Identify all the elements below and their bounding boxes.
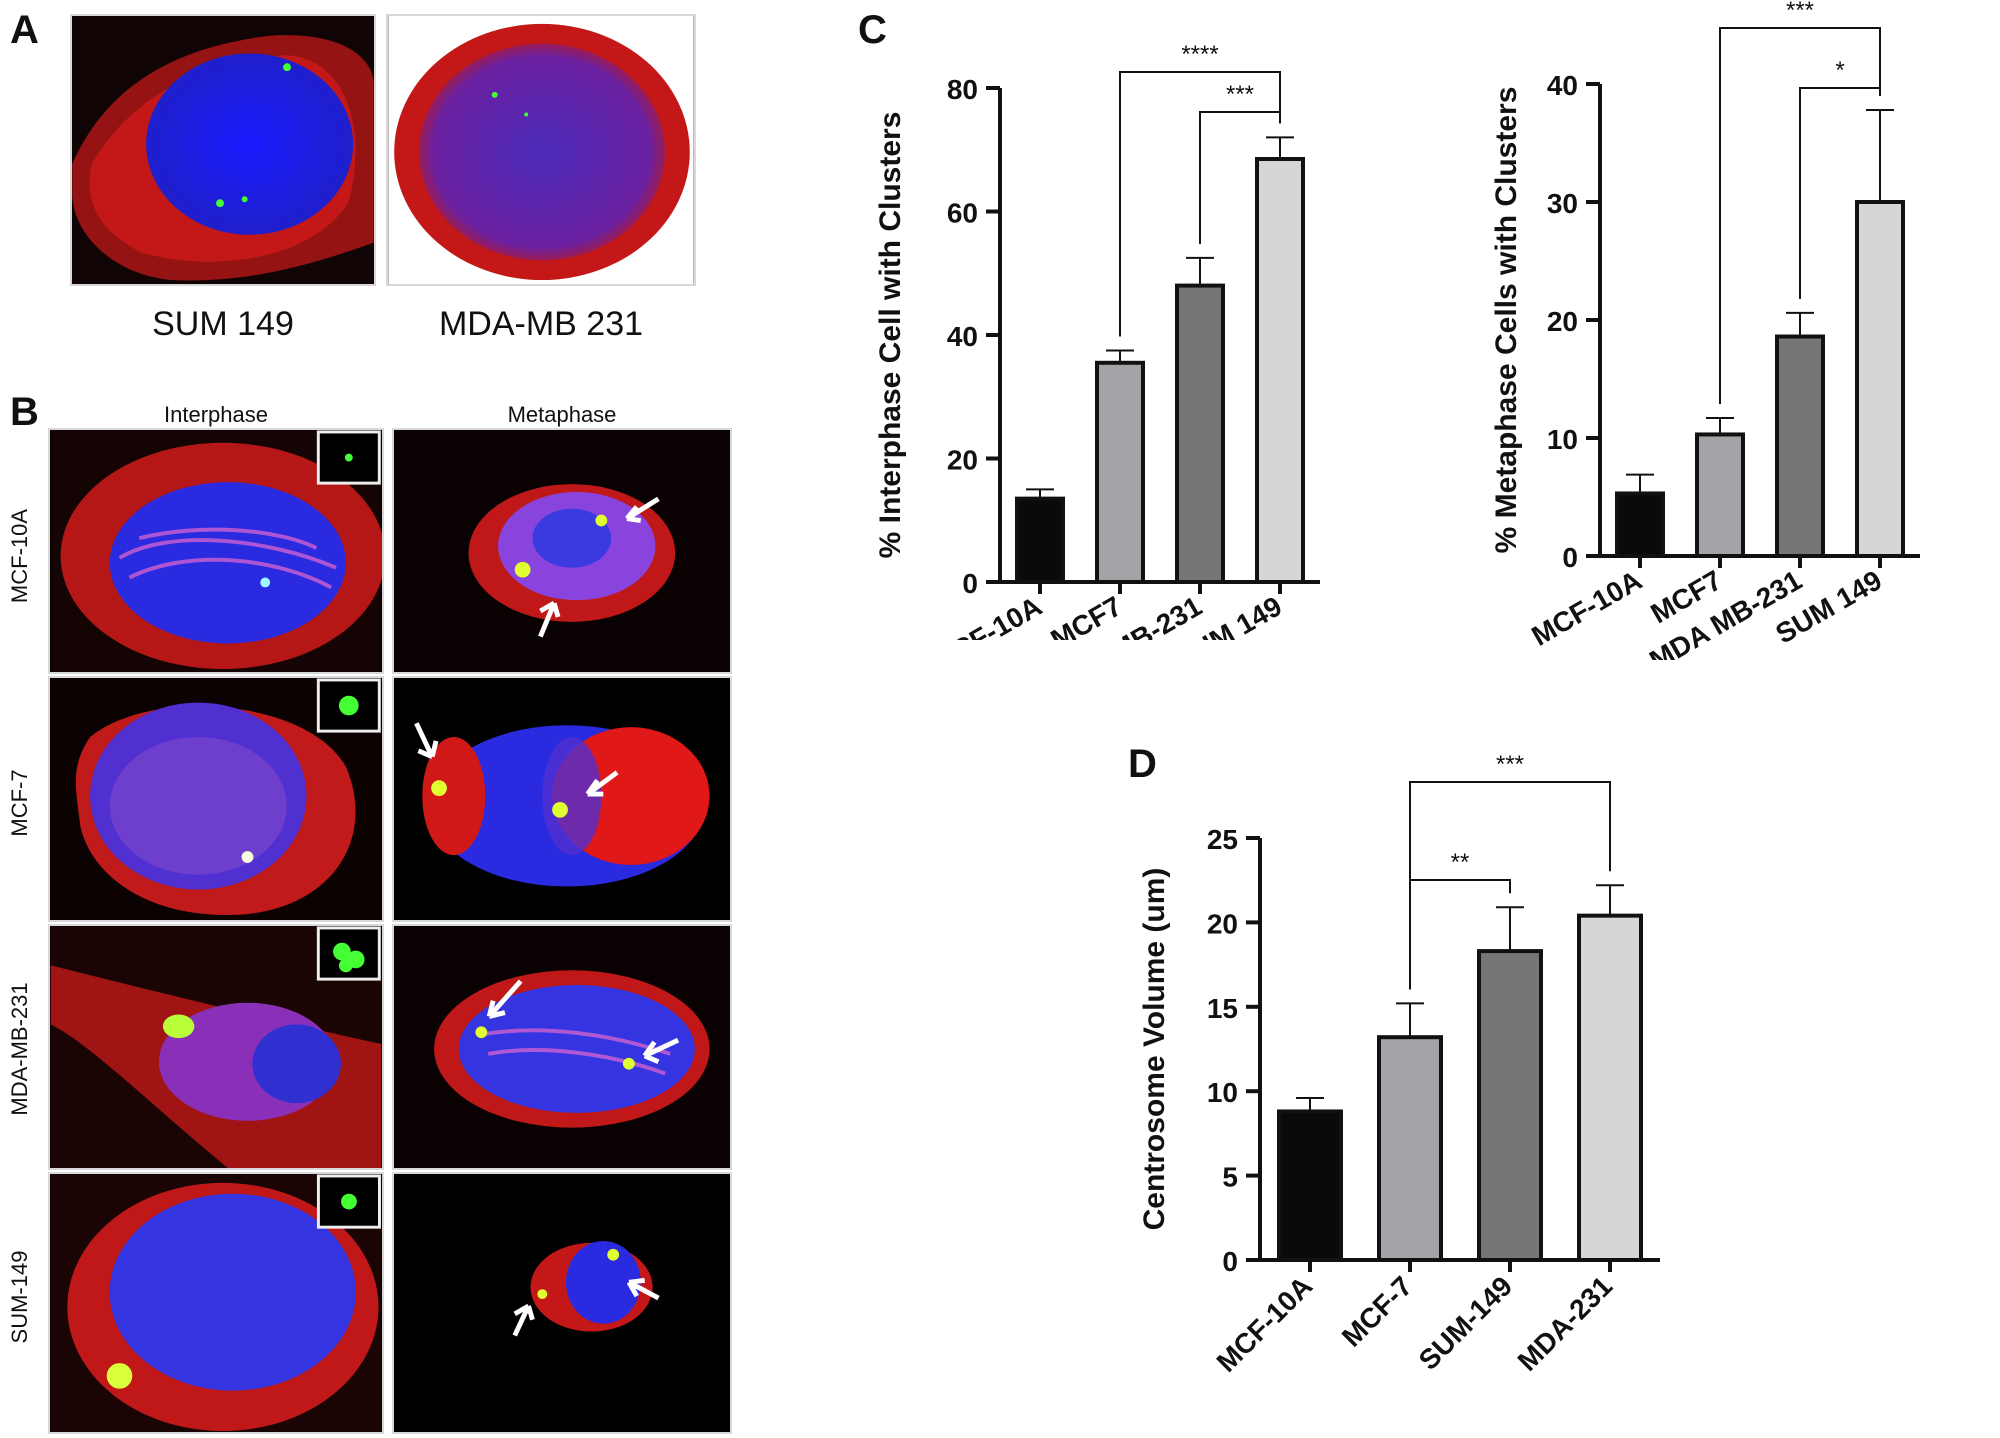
micrograph-mcf10a-interphase bbox=[48, 428, 384, 674]
y-tick-label: 20 bbox=[947, 445, 978, 476]
y-tick-label: 10 bbox=[1547, 424, 1578, 455]
y-axis-label: Centrosome Volume (um) bbox=[1138, 868, 1171, 1231]
y-tick-label: 30 bbox=[1547, 188, 1578, 219]
bar bbox=[1377, 1035, 1443, 1262]
significance-label: *** bbox=[1226, 81, 1254, 108]
y-tick-label: 20 bbox=[1207, 908, 1238, 939]
significance-bracket bbox=[1119, 71, 1281, 337]
y-axis-label: % Metaphase Cells with Clusters bbox=[1490, 87, 1523, 554]
row-label-mcf-7: MCF-7 bbox=[7, 769, 32, 837]
row-label-mcf-10a: MCF-10A bbox=[7, 508, 32, 604]
micrograph-mda-mb-231-image bbox=[388, 16, 694, 284]
column-header-interphase: Interphase bbox=[164, 402, 268, 427]
bar bbox=[1175, 283, 1225, 584]
bar bbox=[1855, 200, 1905, 558]
micrograph-sum149 bbox=[70, 14, 376, 286]
significance-label: *** bbox=[1496, 751, 1524, 778]
y-tick-label: 60 bbox=[947, 198, 978, 229]
micrograph-mcf7-metaphase-image bbox=[394, 678, 730, 920]
y-axis-label: % Interphase Cell with Clusters bbox=[874, 112, 907, 559]
x-tick-label: MCF-7 bbox=[1336, 1270, 1418, 1352]
bar bbox=[1775, 334, 1825, 558]
y-tick-label: 0 bbox=[962, 568, 978, 599]
y-tick-label: 5 bbox=[1222, 1162, 1238, 1193]
y-tick-label: 40 bbox=[947, 321, 978, 352]
chart-interphase: 0 20 40 60 80 % Interphase Cell with Clusters… bbox=[874, 41, 1320, 640]
bar bbox=[1577, 913, 1643, 1262]
micrograph-mcf10a-interphase-image bbox=[50, 430, 382, 672]
micrograph-mda-mb-231 bbox=[386, 14, 696, 286]
row-label-mda-mb-231: MDA-MB-231 bbox=[7, 982, 32, 1116]
y-tick-label: 0 bbox=[1222, 1246, 1238, 1277]
y-tick-label: 40 bbox=[1547, 70, 1578, 101]
significance-bracket bbox=[1409, 879, 1511, 990]
x-tick-label: MCF7 bbox=[1045, 590, 1127, 640]
column-header-metaphase: Metaphase bbox=[507, 402, 617, 427]
y-tick-label: 80 bbox=[947, 74, 978, 105]
bar bbox=[1277, 1109, 1343, 1262]
bar bbox=[1695, 432, 1745, 558]
y-tick-label: 20 bbox=[1547, 306, 1578, 337]
significance-bracket bbox=[1719, 27, 1881, 404]
y-tick-label: 25 bbox=[1207, 824, 1238, 855]
micrograph-mda-mb-231-interphase bbox=[48, 924, 384, 1170]
panel-b-letter: B bbox=[10, 390, 39, 434]
x-tick-label: MCF-10A bbox=[926, 590, 1047, 640]
y-tick-label: 15 bbox=[1207, 993, 1238, 1024]
bar bbox=[1255, 157, 1305, 584]
micrograph-mda-mb-231-interphase-image bbox=[50, 926, 382, 1168]
micrograph-mda-mb-231-metaphase bbox=[392, 924, 732, 1170]
panel-a-letter: A bbox=[10, 8, 39, 52]
significance-bracket bbox=[1199, 111, 1281, 244]
micrograph-mcf10a-metaphase bbox=[392, 428, 732, 674]
micrograph-sum149-interphase bbox=[48, 1172, 384, 1434]
micrograph-mcf7-interphase bbox=[48, 676, 384, 922]
caption-mda-mb-231: MDA-MB 231 bbox=[438, 305, 644, 343]
chart-metaphase: 0 10 20 30 40 % Metaphase Cells with Clusters… bbox=[1490, 0, 1920, 660]
micrograph-mcf7-interphase-image bbox=[50, 678, 382, 920]
panel-c-letter: C bbox=[858, 8, 887, 52]
micrograph-sum149-metaphase-image bbox=[394, 1174, 730, 1432]
x-tick-label: MCF-10A bbox=[1526, 564, 1647, 652]
micrograph-sum149-interphase-image bbox=[50, 1174, 382, 1432]
row-label-sum-149: SUM-149 bbox=[7, 1250, 32, 1344]
bar bbox=[1015, 496, 1065, 585]
panel-d-letter: D bbox=[1128, 742, 1157, 786]
x-tick-label: MDA-231 bbox=[1512, 1270, 1619, 1377]
significance-label: ** bbox=[1451, 849, 1470, 876]
y-tick-label: 10 bbox=[1207, 1077, 1238, 1108]
micrograph-mcf10a-metaphase-image bbox=[394, 430, 730, 672]
bar bbox=[1095, 360, 1145, 584]
micrograph-mcf7-metaphase bbox=[392, 676, 732, 922]
significance-label: **** bbox=[1181, 41, 1218, 68]
bar bbox=[1615, 491, 1665, 558]
micrograph-mda-mb-231-metaphase-image bbox=[394, 926, 730, 1168]
significance-label: * bbox=[1835, 57, 1844, 84]
significance-bracket bbox=[1799, 87, 1881, 299]
x-tick-label: SUM-149 bbox=[1413, 1270, 1519, 1376]
significance-label: *** bbox=[1786, 0, 1814, 24]
x-tick-label: MCF-10A bbox=[1211, 1270, 1319, 1378]
y-tick-label: 0 bbox=[1562, 542, 1578, 573]
micrograph-sum149-metaphase bbox=[392, 1172, 732, 1434]
caption-sum149: SUM 149 bbox=[152, 305, 294, 343]
bar bbox=[1477, 949, 1543, 1262]
micrograph-sum149-image bbox=[72, 16, 374, 284]
